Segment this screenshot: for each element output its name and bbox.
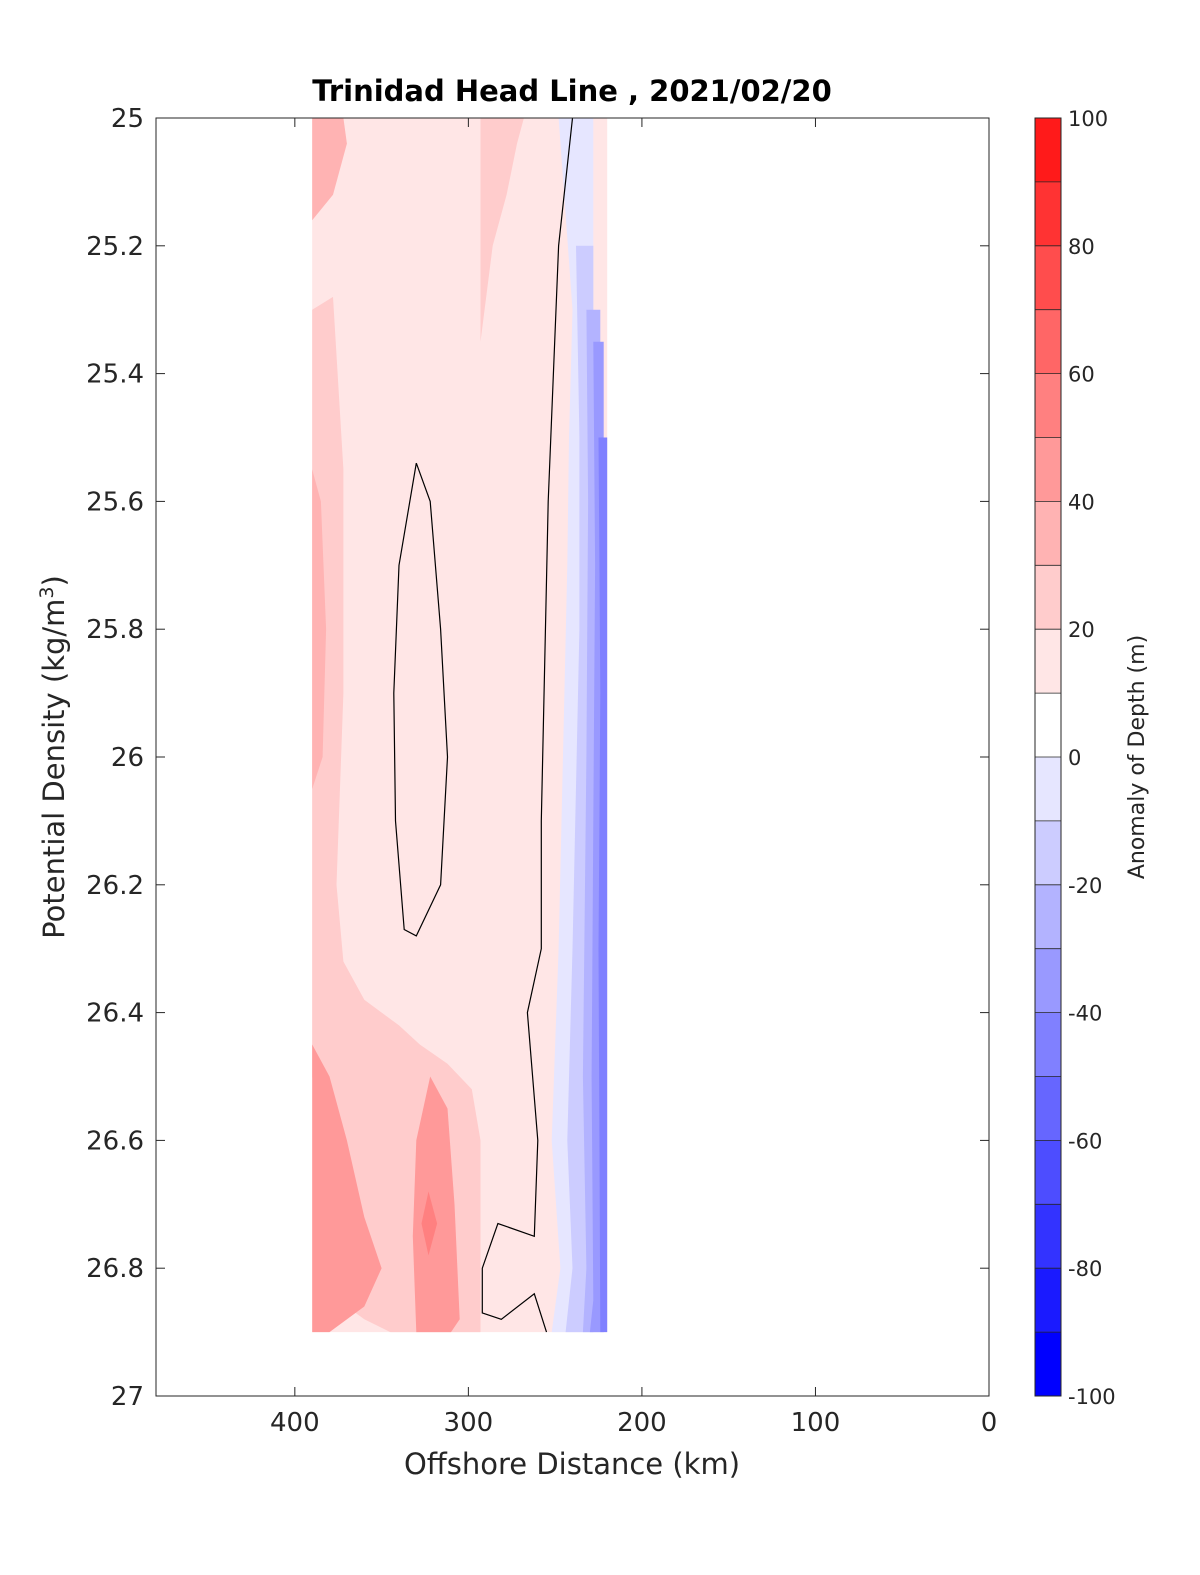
- colorbar-box: [1034, 117, 1062, 1397]
- colorbar-tick-label: 80: [1068, 235, 1095, 259]
- y-tick-label: 25: [111, 104, 144, 134]
- colorbar-tick-label: -40: [1068, 1002, 1102, 1026]
- colorbar-tick-label: 60: [1068, 363, 1095, 387]
- x-tick-label: 300: [444, 1408, 494, 1438]
- x-tick-label: 0: [981, 1408, 998, 1438]
- contour-region: [421, 1191, 438, 1256]
- y-tick-label: 27: [111, 1382, 144, 1412]
- colorbar-swatch: [1035, 629, 1061, 694]
- y-axis-label-main: Potential Density (kg/m: [37, 599, 71, 939]
- colorbar-swatch: [1035, 948, 1061, 1013]
- colorbar-swatch: [1035, 437, 1061, 502]
- colorbar-tick-label: -100: [1068, 1385, 1116, 1409]
- colorbar-swatch: [1035, 1140, 1061, 1205]
- chart-title: Trinidad Head Line , 2021/02/20: [312, 74, 832, 108]
- colorbar-swatch: [1035, 1012, 1061, 1077]
- y-tick-label: 26.2: [86, 871, 144, 901]
- colorbar-tick-label: -60: [1068, 1129, 1102, 1153]
- y-tick-label: 25.6: [86, 487, 144, 517]
- zero-contour-line: [481, 118, 574, 1333]
- contour-region: [312, 118, 347, 221]
- plot-area: [312, 118, 608, 1333]
- colorbar-tick-label: -80: [1068, 1257, 1102, 1281]
- colorbar-swatch: [1035, 1332, 1061, 1396]
- y-tick-label: 26.6: [86, 1126, 144, 1156]
- colorbar-tick-label: 40: [1068, 490, 1095, 514]
- y-axis: 25 25.2 25.4 25.6 25.8 26 26.2 26.4 26.6 26.8 27: [86, 104, 989, 1412]
- x-axis-label: Offshore Distance (km): [404, 1447, 740, 1481]
- colorbar-swatch: [1035, 1204, 1061, 1269]
- zero-contour-line: [393, 462, 449, 937]
- colorbar-tick-label: 100: [1068, 107, 1108, 131]
- colorbar-swatch: [1035, 373, 1061, 438]
- colorbar-swatch: [1035, 565, 1061, 630]
- colorbar-swatch: [1035, 245, 1061, 310]
- colorbar-swatch: [1035, 820, 1061, 885]
- colorbar-swatch: [1035, 1268, 1061, 1333]
- colorbar-swatch: [1035, 118, 1061, 182]
- colorbar-swatch: [1035, 181, 1061, 246]
- contour-region: [480, 118, 524, 342]
- contour-region: [312, 296, 481, 1333]
- y-tick-label: 25.4: [86, 360, 144, 390]
- y-tick-label: 26.4: [86, 999, 144, 1029]
- contour-region: [412, 1076, 460, 1333]
- colorbar: 100 80 60 40 20 0 -20 -40 -60 -80 -100: [1034, 107, 1116, 1409]
- y-tick-label: 26: [111, 743, 144, 773]
- colorbar-swatch: [1035, 757, 1061, 821]
- y-tick-label: 25.8: [86, 615, 144, 645]
- colorbar-swatch: [1035, 1076, 1061, 1141]
- zero-contour-lines: [393, 118, 574, 1333]
- y-axis-label-end: ): [37, 575, 71, 586]
- x-tick-label: 200: [617, 1408, 667, 1438]
- colorbar-swatch: [1035, 693, 1061, 757]
- x-tick-label: 400: [270, 1408, 320, 1438]
- colorbar-swatch: [1035, 884, 1061, 949]
- y-tick-label: 26.8: [86, 1254, 144, 1284]
- colorbar-label: Anomaly of Depth (m): [1125, 635, 1150, 879]
- colorbar-tick-label: -20: [1068, 874, 1102, 898]
- contour-region: [312, 1044, 382, 1333]
- contour-region: [598, 437, 608, 1333]
- y-axis-label: Potential Density (kg/m3): [36, 575, 71, 939]
- colorbar-swatch: [1035, 501, 1061, 566]
- colorbar-swatch: [1035, 309, 1061, 374]
- contour-fills: [312, 118, 608, 1333]
- contour-region: [312, 469, 327, 789]
- x-tick-label: 100: [791, 1408, 841, 1438]
- y-axis-label-superscript: 3: [36, 586, 58, 598]
- colorbar-tick-label: 0: [1068, 746, 1081, 770]
- colorbar-tick-label: 20: [1068, 618, 1095, 642]
- y-tick-label: 25.2: [86, 232, 144, 262]
- x-axis: 400 300 200 100 0: [270, 118, 997, 1438]
